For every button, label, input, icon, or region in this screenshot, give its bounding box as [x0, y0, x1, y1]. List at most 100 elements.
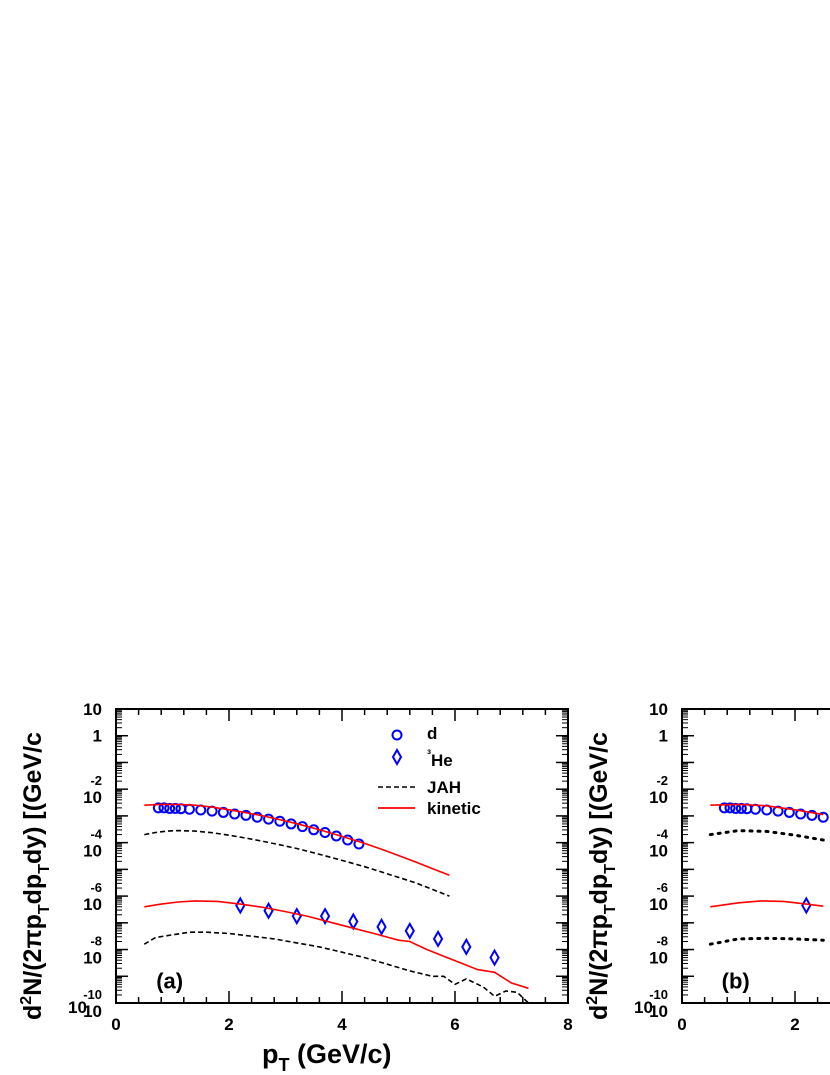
y-axis-label-part: dp: [585, 874, 613, 905]
series-jah-line: [144, 829, 450, 897]
y-tick-exponent: -6: [656, 880, 668, 895]
y-axis-label-part: π: [19, 929, 47, 948]
y-tick-exponent: -10: [83, 987, 102, 1002]
y-axis-label: d2N/(2πpTdpTdy) [(GeV/c: [584, 732, 619, 1020]
data-point-3he: [319, 907, 331, 926]
data-point-3he: [263, 901, 274, 920]
data-point-d: [783, 806, 795, 818]
data-point-d: [718, 802, 730, 814]
x-axis-label-part: T: [279, 1055, 290, 1075]
x-tick-label: 2: [224, 1015, 233, 1034]
series-kinetic-line: [144, 803, 450, 876]
y-axis-label: d2N/(2πpTdpTdy) [(GeV/c: [18, 732, 53, 1020]
y-tick-label: 10: [83, 700, 102, 719]
data-point-d: [817, 811, 829, 823]
data-point-d: [806, 809, 818, 821]
y-tick-label: 10: [83, 842, 102, 861]
panel-a: 0 2 4 6 810110-210-410-610-810-1010d2N/(2πpT…: [18, 700, 573, 1075]
y-tick-label: 10: [83, 1002, 102, 1021]
data-point-d: [353, 838, 365, 850]
series-kinetic-line: [710, 803, 824, 816]
panel-label: (b): [722, 968, 750, 993]
y-axis-label-part: T: [36, 864, 53, 874]
y-tick-label: 10: [83, 895, 102, 914]
data-point-3he: [461, 937, 472, 956]
y-axis-label-part: N/(2: [19, 949, 47, 996]
data-point-3he: [801, 896, 812, 915]
y-axis-label-part: dy) [(GeV/c: [585, 732, 613, 864]
y-axis-label-part: dp: [19, 874, 47, 905]
data-point-3he: [291, 907, 302, 926]
y-axis-label-part: p: [19, 914, 47, 929]
y-axis-label-part: T: [602, 904, 619, 914]
legend-label-kinetic: kinetic: [427, 799, 481, 818]
series-jah-line: [143, 931, 530, 1004]
legend-marker-d: [391, 729, 403, 741]
y-tick-label: 10: [649, 788, 668, 807]
data-point-3he: [432, 929, 444, 948]
y-tick-label: 10: [649, 895, 668, 914]
legend-label-d: d: [427, 724, 437, 743]
y-tick-exponent: -8: [90, 934, 102, 949]
x-tick-label: 4: [337, 1015, 347, 1034]
y-axis-label-part: d: [585, 1005, 613, 1020]
x-axis-label-part: p: [262, 1039, 279, 1069]
data-point-d: [263, 813, 275, 825]
data-point-d: [251, 811, 263, 823]
y-axis-label-part: 2: [18, 996, 35, 1005]
y-tick-exponent: -4: [90, 827, 102, 842]
y-axis-label-part: p: [585, 914, 613, 929]
data-point-d: [795, 808, 807, 820]
y-axis-label-part: T: [602, 864, 619, 874]
data-point-d: [158, 802, 170, 814]
series-kinetic-line: [710, 900, 824, 908]
y-tick-label: 1: [659, 727, 668, 746]
legend-marker-3he: [391, 747, 403, 767]
data-point-d: [152, 802, 164, 814]
legend-label-3he-part: ³: [427, 747, 431, 761]
plot-frame: [115, 708, 569, 1004]
y-axis-label-part: 2: [584, 996, 601, 1005]
legend-label-3he-part: He: [431, 751, 453, 770]
data-point-d: [240, 809, 252, 821]
y-axis-label-part: d: [19, 1005, 47, 1020]
data-point-d: [724, 802, 736, 814]
x-tick-label: 6: [450, 1015, 459, 1034]
y-tick-label: 10: [634, 998, 653, 1017]
y-tick-exponent: -8: [656, 934, 668, 949]
y-tick-label: 10: [83, 949, 102, 968]
y-tick-exponent: -2: [656, 773, 668, 788]
data-point-3he: [348, 912, 359, 931]
legend-label-3he: ³He: [427, 747, 453, 770]
panel-b: 0 210110-210-410-610-810-1010d2N/(2πpTdpT…: [584, 700, 830, 1034]
y-axis-label-part: π: [585, 929, 613, 948]
data-point-d: [229, 808, 241, 820]
data-point-3he: [235, 896, 246, 915]
data-point-3he: [376, 917, 387, 936]
legend-label-jah: JAH: [427, 778, 461, 797]
y-tick-exponent: -6: [90, 880, 102, 895]
x-tick-label: 2: [790, 1015, 799, 1034]
y-tick-label: 10: [68, 998, 87, 1017]
y-axis-label-part: dy) [(GeV/c: [19, 732, 47, 864]
data-point-3he: [404, 921, 415, 940]
y-tick-label: 10: [83, 788, 102, 807]
x-tick-label: 0: [111, 1015, 120, 1034]
series-jah-line: [708, 829, 825, 842]
x-tick-label: 0: [677, 1015, 686, 1034]
data-point-d: [217, 806, 229, 818]
y-tick-label: 10: [649, 842, 668, 861]
y-tick-label: 10: [649, 949, 668, 968]
y-tick-label: 1: [93, 727, 102, 746]
y-axis-label-part: N/(2: [585, 949, 613, 996]
y-tick-exponent: -2: [90, 773, 102, 788]
data-point-3he: [489, 948, 500, 967]
y-tick-label: 10: [649, 1002, 668, 1021]
series-jah-line: [708, 936, 825, 946]
y-axis-label-part: T: [36, 904, 53, 914]
y-tick-exponent: -4: [656, 827, 668, 842]
x-tick-label: 8: [563, 1015, 572, 1034]
series-kinetic-line: [144, 900, 529, 990]
panel-label: (a): [156, 968, 183, 993]
